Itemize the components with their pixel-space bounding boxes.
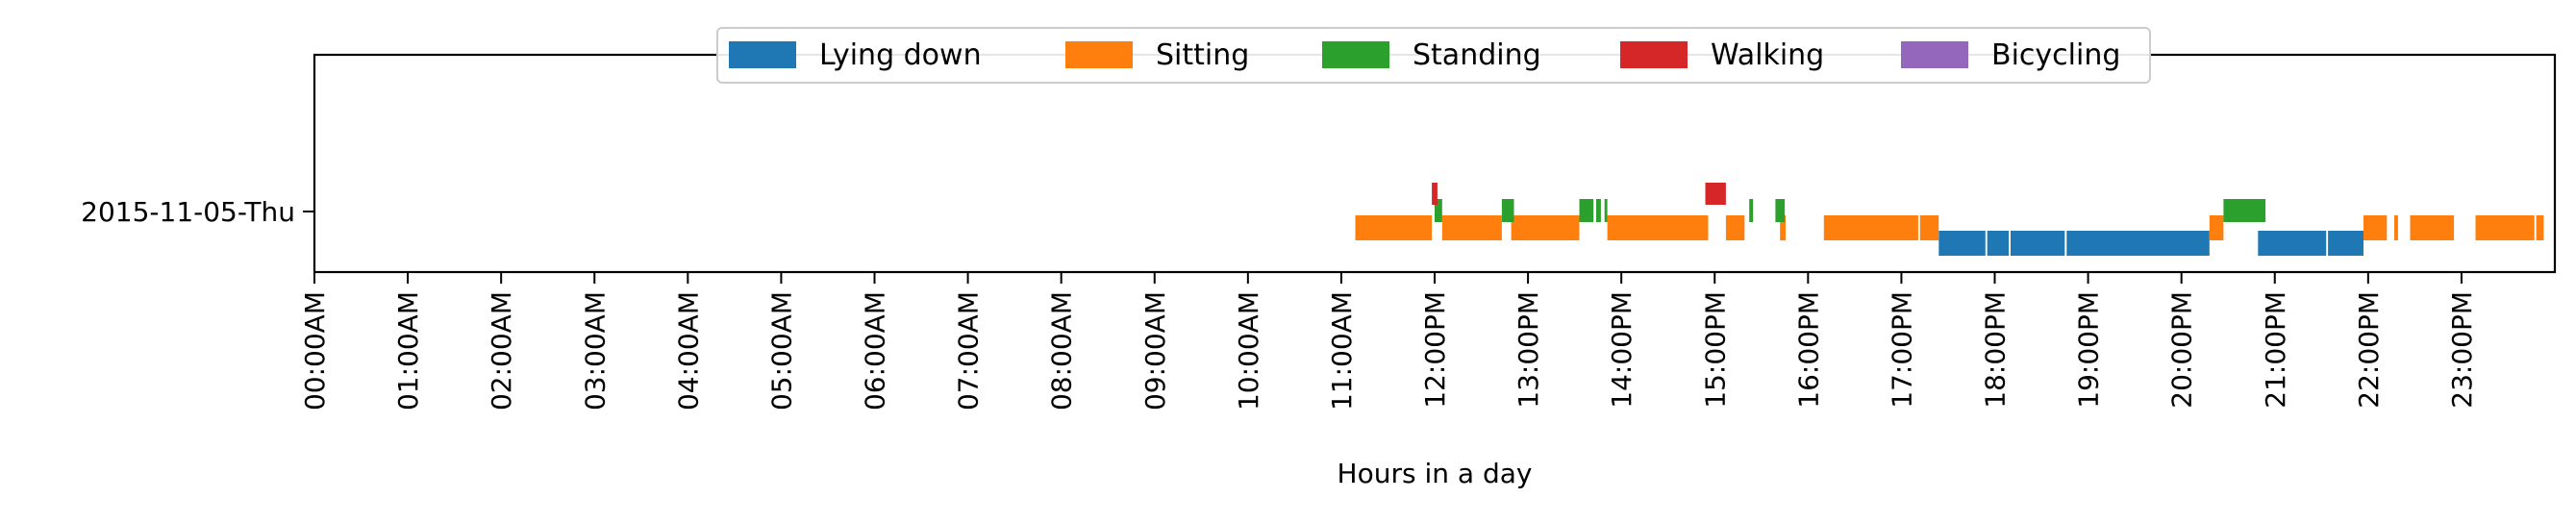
legend-swatch <box>729 41 796 68</box>
x-axis-tick-label: 23:00PM <box>2446 291 2478 409</box>
walking-segment <box>1432 183 1438 205</box>
standing-segment <box>1435 199 1442 222</box>
y-axis-tick-label: 2015-11-05-Thu <box>81 196 295 228</box>
legend-swatch <box>1322 41 1389 68</box>
sitting-segment <box>1607 215 1709 240</box>
x-axis-tick-label: 21:00PM <box>2260 291 2291 409</box>
x-axis-tick-label: 05:00AM <box>765 291 797 411</box>
lying-down-segment <box>2328 231 2363 256</box>
x-axis-tick-label: 08:00AM <box>1046 291 1078 411</box>
legend: Lying down Sitting Standing Walking Bicyclin… <box>716 27 2151 84</box>
sitting-segment <box>1511 215 1580 240</box>
standing-segment <box>2223 199 2266 222</box>
x-axis-tick-label: 00:00AM <box>299 291 331 411</box>
sitting-segment <box>1780 215 1786 240</box>
standing-segment <box>1749 199 1754 222</box>
legend-swatch <box>1065 41 1133 68</box>
walking-segment <box>1705 183 1726 205</box>
x-axis-tick-label: 13:00PM <box>1513 291 1544 409</box>
x-axis-tick-label: 06:00AM <box>860 291 891 411</box>
x-axis-tick-label: 18:00PM <box>1980 291 2012 409</box>
x-axis-tick-label: 04:00AM <box>672 291 704 411</box>
lying-down-segment <box>2258 231 2327 256</box>
x-axis-tick-label: 22:00PM <box>2353 291 2385 409</box>
lying-down-segment <box>2011 231 2065 256</box>
legend-label: Sitting <box>1156 38 1249 72</box>
standing-segment <box>1596 199 1601 222</box>
sitting-segment <box>2394 215 2398 240</box>
x-axis-tick-label: 19:00PM <box>2073 291 2105 409</box>
x-axis-tick-label: 12:00PM <box>1419 291 1451 409</box>
legend-label: Standing <box>1413 38 1541 72</box>
x-axis: 00:00AM 01:00AM 02:00AM 03:00AM 04:00AM 05:00… <box>299 272 2478 411</box>
x-axis-tick-label: 02:00AM <box>486 291 517 411</box>
x-axis-tick-label: 15:00PM <box>1699 291 1731 409</box>
standing-segment <box>1579 199 1594 222</box>
sitting-segment <box>1725 215 1745 240</box>
sitting-segment <box>2536 215 2544 240</box>
y-axis: 2015-11-05-Thu <box>81 196 314 228</box>
lying-down-segment <box>2066 231 2210 256</box>
x-axis-tick-label: 20:00PM <box>2166 291 2198 409</box>
lying-down-segment <box>1938 231 1986 256</box>
x-axis-tick-label: 09:00AM <box>1139 291 1171 411</box>
sitting-segment <box>2363 215 2388 240</box>
legend-swatch <box>1620 41 1688 68</box>
x-axis-tick-label: 16:00PM <box>1792 291 1824 409</box>
x-axis-tick-label: 11:00AM <box>1326 291 1358 411</box>
chart-marks <box>1355 183 2544 256</box>
standing-segment <box>1775 199 1786 222</box>
sitting-segment <box>1919 215 1939 240</box>
legend-label: Lying down <box>819 38 982 72</box>
standing-segment <box>1604 199 1608 222</box>
legend-swatch <box>1901 41 1968 68</box>
sitting-segment <box>1441 215 1502 240</box>
standing-segment <box>1501 199 1514 222</box>
x-axis-tick-label: 03:00AM <box>579 291 611 411</box>
lying-down-segment <box>1987 231 2009 256</box>
x-axis-tick-label: 14:00PM <box>1606 291 1638 409</box>
legend-label: Walking <box>1711 38 1824 72</box>
x-axis-tick-label: 01:00AM <box>392 291 424 411</box>
sitting-segment <box>2475 215 2535 240</box>
x-axis-label: Hours in a day <box>1338 458 1533 489</box>
legend-label: Bicycling <box>1991 38 2120 72</box>
x-axis-tick-label: 07:00AM <box>953 291 985 411</box>
sitting-segment <box>1355 215 1433 240</box>
sitting-segment <box>1823 215 1918 240</box>
sitting-segment <box>2209 215 2224 240</box>
x-axis-tick-label: 10:00AM <box>1233 291 1264 411</box>
sitting-segment <box>2410 215 2455 240</box>
x-axis-tick-label: 17:00PM <box>1886 291 1917 409</box>
